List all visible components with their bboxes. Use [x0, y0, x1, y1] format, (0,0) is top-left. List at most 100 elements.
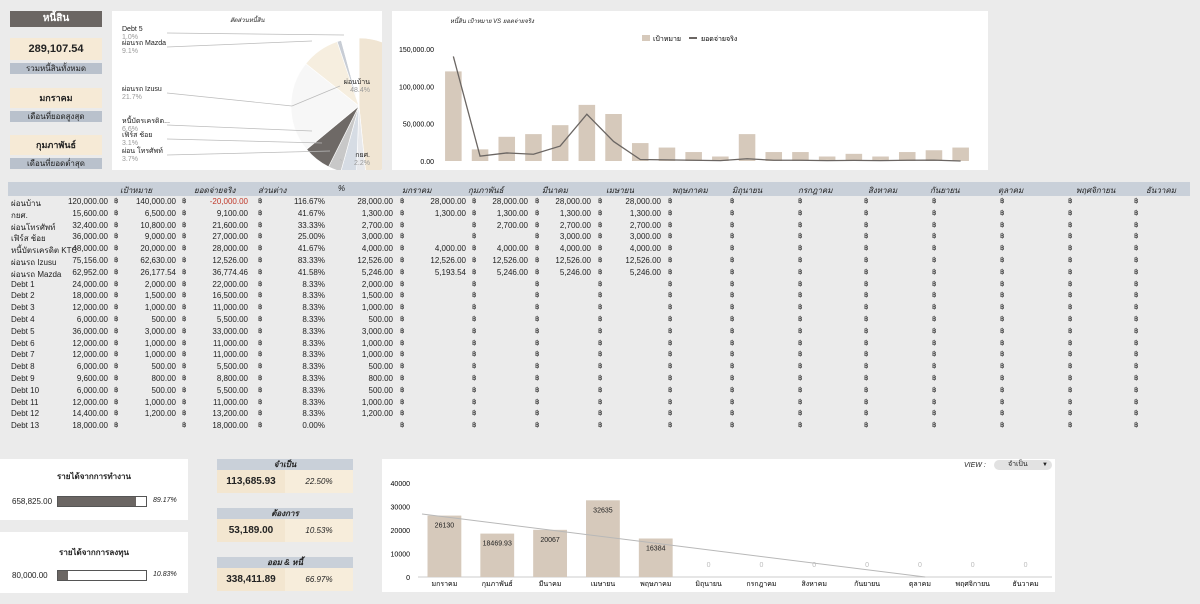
table-cell: 1,500.00: [144, 291, 176, 301]
table-row: Debt 1 24,000.00 2,000.00 22,000.00 8.33% 2,0…: [8, 279, 1190, 291]
currency-placeholder: ฿: [798, 374, 803, 382]
table-row: Debt 4 6,000.00 500.00 5,500.00 8.33% 500.00 ฿…: [8, 314, 1190, 326]
currency-placeholder: ฿: [400, 233, 405, 241]
currency-placeholder: ฿: [864, 245, 869, 253]
pie-pct: 48.4%: [350, 87, 370, 94]
column-header: กรกฎาคม: [798, 186, 833, 195]
currency-placeholder: ฿: [400, 339, 405, 347]
expense-saving-pct: 66.97%: [285, 568, 353, 591]
currency-placeholder: ฿: [932, 221, 937, 229]
table-cell: 4,000.00: [434, 244, 466, 254]
currency-placeholder: ฿: [400, 256, 405, 264]
currency-placeholder: ฿: [400, 386, 405, 394]
currency-placeholder: ฿: [535, 198, 540, 205]
currency-placeholder: ฿: [932, 292, 937, 300]
table-cell: 2,700.00: [559, 220, 591, 230]
currency-placeholder: ฿: [864, 374, 869, 382]
row-label: Debt 11: [11, 397, 39, 407]
expense-wants-card: ต้องการ 53,189.00 10.53%: [217, 508, 353, 542]
currency-placeholder: ฿: [668, 327, 673, 335]
currency-placeholder: ฿: [400, 209, 405, 217]
column-header: ธันวาคม: [1146, 186, 1176, 195]
currency-placeholder: ฿: [258, 351, 263, 359]
pie-pct: 1.0%: [122, 34, 138, 41]
currency-placeholder: ฿: [1068, 280, 1073, 288]
currency-placeholder: ฿: [258, 256, 263, 264]
table-cell: 6,000.00: [76, 314, 108, 324]
table-cell: 27,000.00: [212, 232, 248, 242]
table-row: ผ่อนรถ Mazda 62,952.00 26,177.54 36,774.46 4…: [8, 267, 1190, 279]
table-cell: 8.33%: [302, 362, 325, 372]
table-cell: 1,000.00: [361, 350, 393, 360]
table-cell: 5,246.00: [496, 267, 528, 277]
y-tick-label: 20000: [391, 528, 411, 535]
currency-placeholder: ฿: [932, 386, 937, 394]
table-cell: 8,800.00: [216, 373, 248, 383]
currency-placeholder: ฿: [1134, 386, 1139, 394]
currency-placeholder: ฿: [258, 268, 263, 276]
currency-placeholder: ฿: [114, 292, 119, 300]
row-label: Debt 2: [11, 291, 35, 301]
pie-leader-line: [166, 124, 313, 132]
currency-placeholder: ฿: [1068, 410, 1073, 418]
currency-placeholder: ฿: [472, 327, 477, 335]
currency-placeholder: ฿: [472, 233, 477, 241]
expense-wants-title: ต้องการ: [217, 508, 353, 519]
table-cell: 8.33%: [302, 279, 325, 289]
currency-placeholder: ฿: [182, 374, 187, 382]
currency-placeholder: ฿: [114, 256, 119, 264]
table-cell: 11,000.00: [213, 397, 248, 407]
table-cell: 500.00: [151, 314, 176, 324]
currency-placeholder: ฿: [114, 351, 119, 359]
chevron-down-icon: ▼: [1042, 462, 1048, 468]
currency-placeholder: ฿: [114, 327, 119, 335]
table-cell: 28,000.00: [492, 197, 528, 206]
currency-placeholder: ฿: [258, 198, 263, 205]
debt-table: เป้าหมาย ยอดจ่ายจริง ส่วนต่าง% มกราคม กุมภาพ…: [8, 182, 1190, 432]
currency-placeholder: ฿: [668, 209, 673, 217]
table-cell: 500.00: [368, 362, 393, 372]
x-tick-label: ธันวาคม: [1012, 580, 1038, 588]
currency-placeholder: ฿: [472, 304, 477, 312]
table-cell: 800.00: [368, 373, 393, 383]
currency-placeholder: ฿: [114, 221, 119, 229]
table-cell: 1,000.00: [144, 303, 176, 313]
currency-placeholder: ฿: [668, 304, 673, 312]
table-cell: 14,400.00: [72, 409, 108, 419]
income-work-fill: [58, 497, 137, 506]
view-dropdown-value: จำเป็น: [1008, 461, 1028, 468]
y-tick-label: 150,000.00: [399, 47, 434, 54]
currency-placeholder: ฿: [598, 374, 603, 382]
table-cell: 1,300.00: [434, 208, 466, 218]
currency-placeholder: ฿: [798, 209, 803, 217]
currency-placeholder: ฿: [400, 245, 405, 253]
currency-placeholder: ฿: [730, 386, 735, 394]
currency-placeholder: ฿: [1000, 256, 1005, 264]
table-cell: 10,800.00: [140, 220, 176, 230]
currency-placeholder: ฿: [472, 374, 477, 382]
currency-placeholder: ฿: [864, 268, 869, 276]
pie-title: สัดส่วนหนี้สิน: [230, 18, 265, 24]
target-bar: [578, 104, 596, 161]
currency-placeholder: ฿: [114, 268, 119, 276]
table-cell: 12,526.00: [430, 255, 466, 265]
table-cell: 3,000.00: [361, 232, 393, 242]
view-dropdown[interactable]: จำเป็น ▼: [994, 460, 1052, 470]
table-cell: 26,177.54: [140, 267, 176, 277]
currency-placeholder: ฿: [798, 351, 803, 359]
column-header: มกราคม: [402, 186, 432, 195]
pie-label: ผ่อนรถ Mazda: [122, 40, 166, 47]
column-header: เป้าหมาย: [120, 186, 153, 195]
currency-placeholder: ฿: [598, 339, 603, 347]
currency-placeholder: ฿: [598, 386, 603, 394]
currency-placeholder: ฿: [668, 233, 673, 241]
pie-leader-line: [339, 158, 343, 162]
table-cell: 28,000.00: [625, 197, 661, 206]
currency-placeholder: ฿: [668, 422, 673, 430]
currency-placeholder: ฿: [258, 363, 263, 371]
currency-placeholder: ฿: [472, 339, 477, 347]
currency-placeholder: ฿: [258, 327, 263, 335]
currency-placeholder: ฿: [535, 304, 540, 312]
month-bar: [533, 529, 567, 577]
currency-placeholder: ฿: [1134, 398, 1139, 406]
